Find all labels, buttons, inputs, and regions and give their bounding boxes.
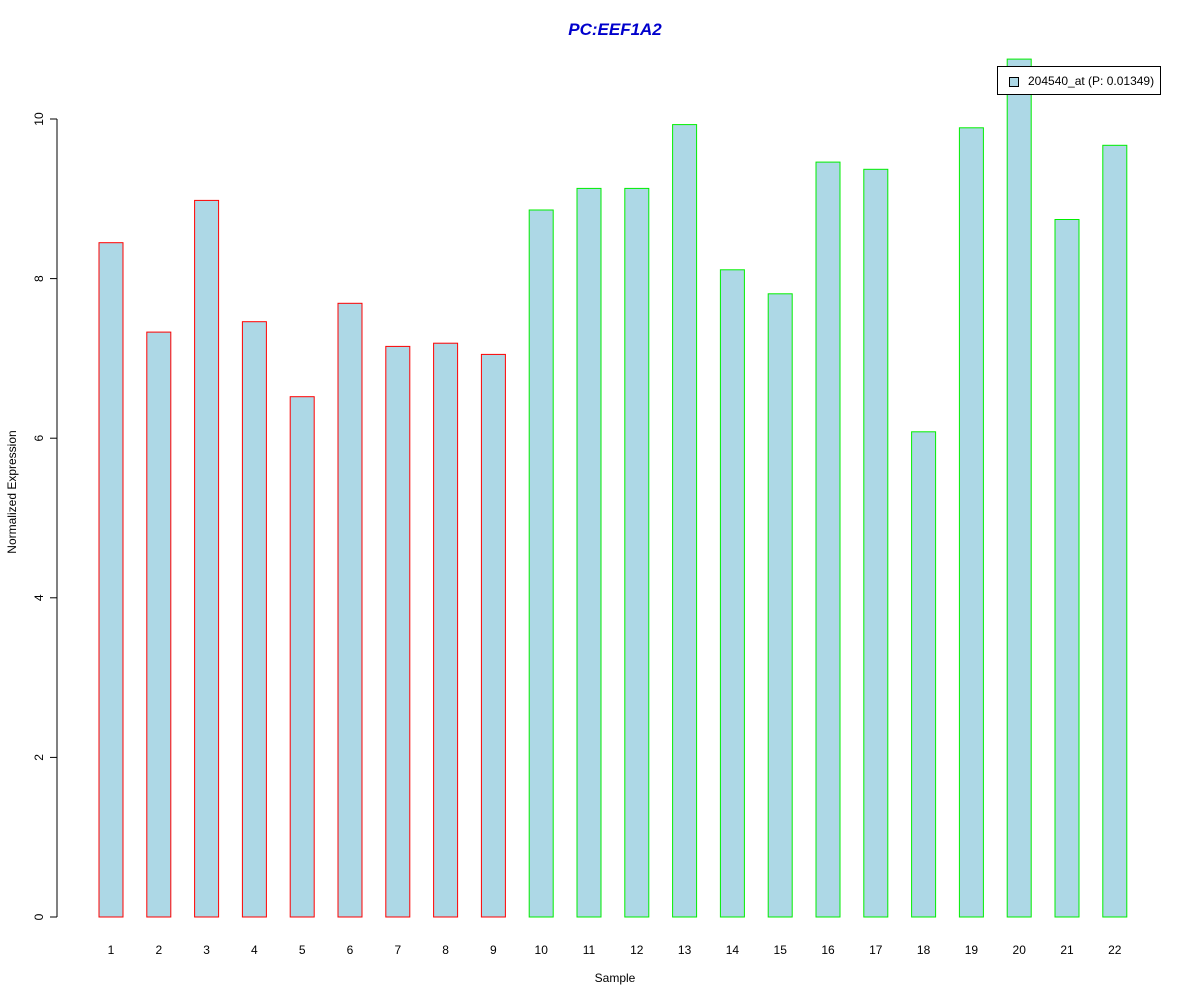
- bar-chart: 0246810 1 2 3 4 5 6 7 8 9 10 11 12 13 14 15 16 17 18 19 20 2…: [0, 0, 1200, 1000]
- x-tick-label: 20: [1013, 943, 1027, 957]
- x-tick-label: 1: [108, 943, 115, 957]
- y-tick-label: 2: [32, 754, 46, 761]
- x-tick-label: 10: [535, 943, 549, 957]
- legend-label: 204540_at (P: 0.01349): [1028, 74, 1154, 88]
- bar: [195, 200, 219, 917]
- x-tick-label: 2: [155, 943, 162, 957]
- legend-swatch: [1009, 77, 1019, 87]
- x-tick-label: 18: [917, 943, 931, 957]
- x-tick-label: 12: [630, 943, 644, 957]
- bar: [673, 125, 697, 917]
- bar: [1103, 145, 1127, 917]
- x-tick-label: 8: [442, 943, 449, 957]
- bar: [147, 332, 171, 917]
- bar: [959, 128, 983, 917]
- bar: [290, 397, 314, 917]
- y-axis-label: Normalized Expression: [5, 430, 19, 553]
- bar: [242, 322, 266, 917]
- bar: [1055, 220, 1079, 918]
- x-tick-label: 16: [821, 943, 835, 957]
- bar: [864, 169, 888, 917]
- x-tick-label: 21: [1060, 943, 1074, 957]
- x-tick-label: 22: [1108, 943, 1122, 957]
- x-tick-label: 19: [965, 943, 979, 957]
- bar: [912, 432, 936, 917]
- x-tick-label: 7: [394, 943, 401, 957]
- bar: [768, 294, 792, 917]
- x-tick-labels: 1 2 3 4 5 6 7 8 9 10 11 12 13 14 15 16 17 18 19 20 21 22: [108, 943, 1122, 957]
- y-tick-label: 0: [32, 913, 46, 920]
- chart-title: PC:EEF1A2: [0, 20, 1200, 40]
- bar: [625, 188, 649, 917]
- y-axis: 0 2 4 6 8 10: [32, 112, 57, 920]
- x-tick-label: 14: [726, 943, 740, 957]
- y-tick-label: 6: [32, 435, 46, 442]
- bars: [99, 59, 1127, 917]
- bar: [816, 162, 840, 917]
- y-tick-label: 10: [32, 112, 46, 126]
- x-tick-label: 3: [203, 943, 210, 957]
- legend: 204540_at (P: 0.01349): [997, 66, 1161, 95]
- bar: [577, 188, 601, 917]
- y-tick-label: 8: [32, 275, 46, 282]
- y-tick-label: 4: [32, 594, 46, 601]
- bar: [481, 354, 505, 917]
- bar: [99, 243, 123, 917]
- bar: [720, 270, 744, 917]
- x-tick-label: 4: [251, 943, 258, 957]
- x-axis-label: Sample: [0, 971, 1200, 985]
- x-tick-label: 6: [347, 943, 354, 957]
- x-tick-label: 15: [774, 943, 788, 957]
- x-tick-label: 11: [583, 943, 596, 957]
- bar: [338, 303, 362, 917]
- bar: [434, 343, 458, 917]
- bar: [529, 210, 553, 917]
- bar: [386, 346, 410, 917]
- bar: [1007, 59, 1031, 917]
- x-tick-label: 5: [299, 943, 306, 957]
- x-tick-label: 9: [490, 943, 497, 957]
- x-tick-label: 13: [678, 943, 692, 957]
- x-tick-label: 17: [869, 943, 883, 957]
